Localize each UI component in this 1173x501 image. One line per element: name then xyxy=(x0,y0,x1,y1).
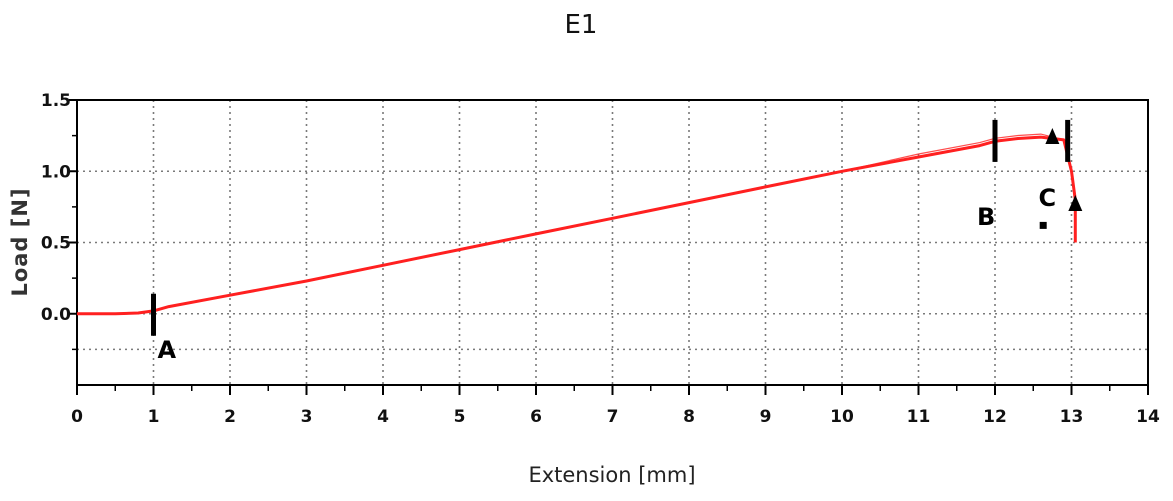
x-axis-label: Extension [mm] xyxy=(528,463,695,487)
marker-bar xyxy=(992,119,998,162)
annotation-label: B xyxy=(977,203,995,231)
x-tick-label: 12 xyxy=(983,407,1007,427)
x-tick-label: 9 xyxy=(760,407,772,427)
x-tick-label: 10 xyxy=(830,407,854,427)
load-curve-trace xyxy=(77,133,1076,315)
chart-grid xyxy=(77,100,1148,385)
x-tick-label: 7 xyxy=(607,407,619,427)
marker-square xyxy=(1039,221,1047,229)
marker-bar xyxy=(1065,119,1071,162)
annotation-label: C xyxy=(1039,184,1057,212)
x-tick-label: 0 xyxy=(71,407,83,427)
marker-triangle xyxy=(1068,195,1083,212)
marker-triangle xyxy=(1045,128,1060,145)
x-tick-label: 2 xyxy=(224,407,236,427)
chart-title: E1 xyxy=(565,10,598,40)
x-tick-label: 4 xyxy=(377,407,389,427)
series-layer xyxy=(77,133,1077,316)
x-tick-label: 6 xyxy=(530,407,542,427)
x-tick-label: 8 xyxy=(683,407,695,427)
x-tick-label: 1 xyxy=(148,407,160,427)
x-tick-label: 5 xyxy=(454,407,466,427)
y-axis-label: Load [N] xyxy=(8,187,32,296)
annotation-label: A xyxy=(158,336,177,364)
x-tick-label: 11 xyxy=(907,407,931,427)
y-tick-label: 1.5 xyxy=(41,91,71,111)
y-tick-label: 0.0 xyxy=(41,305,71,325)
x-tick-label: 3 xyxy=(301,407,313,427)
marker-bar xyxy=(151,293,156,336)
y-tick-label: 0.5 xyxy=(41,234,71,254)
x-tick-label: 14 xyxy=(1136,407,1160,427)
y-tick-label: 1.0 xyxy=(41,162,71,182)
y-axis: 0.0 0.5 1.0 1.5 xyxy=(41,91,77,351)
x-tick-label: 13 xyxy=(1060,407,1084,427)
x-axis: 0 1 2 3 4 5 6 7 8 9 10 11 12 13 14 xyxy=(71,385,1160,427)
annotation-layer: A B C xyxy=(151,119,1083,364)
